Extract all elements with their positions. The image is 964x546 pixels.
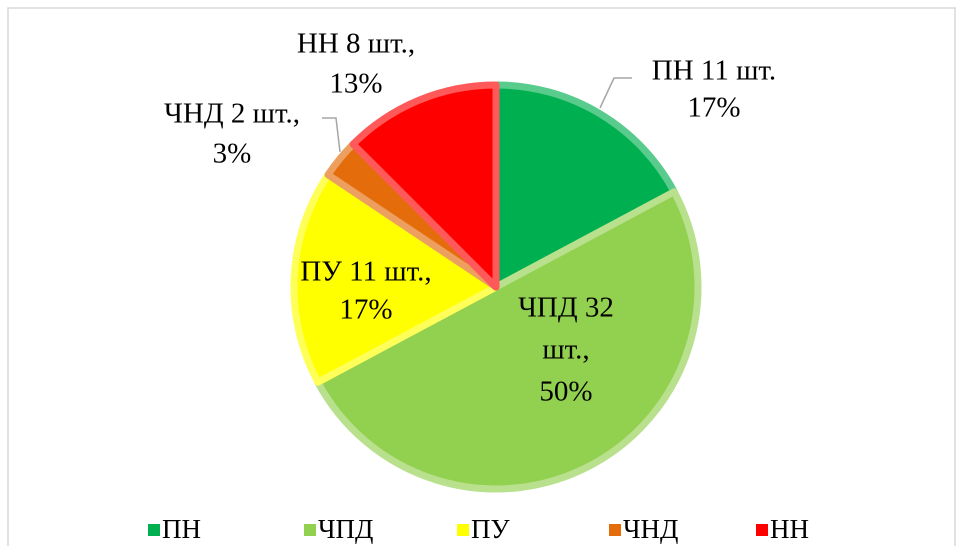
pie-slice (492, 81, 678, 291)
slice-edge (290, 171, 500, 386)
pie-slice (349, 81, 500, 291)
legend-label: ЧНД (623, 514, 678, 544)
legend-marker (148, 524, 160, 536)
slice-edge (349, 81, 500, 291)
data-label: 50% (539, 376, 592, 408)
legend-label: ПУ (471, 514, 510, 544)
legend-marker (457, 524, 469, 536)
legend-marker (609, 524, 621, 536)
slice-edge (492, 81, 678, 291)
legend-marker (304, 524, 316, 536)
data-label: ПН 11 шт. (652, 55, 776, 87)
data-label: 17% (339, 294, 392, 326)
data-label: ЧПД 32 (518, 292, 614, 324)
legend-marker (756, 524, 768, 536)
data-label: НН 8 шт., (297, 28, 415, 60)
data-label: ЧНД 2 шт., (164, 98, 300, 130)
legend-label: ПН (162, 514, 201, 544)
leader-line (322, 117, 341, 153)
leader-line (599, 77, 632, 109)
legend-label: НН (770, 514, 809, 544)
data-label: ПУ 11 шт., (300, 256, 431, 288)
data-label: 13% (329, 68, 382, 100)
legend-label: ЧПД (318, 514, 373, 544)
pie-slice (290, 171, 500, 386)
pie-slice (314, 188, 702, 493)
data-label: шт., (542, 334, 589, 366)
data-label: 3% (213, 138, 252, 170)
slice-edge (314, 188, 702, 493)
data-label: 17% (687, 92, 740, 124)
